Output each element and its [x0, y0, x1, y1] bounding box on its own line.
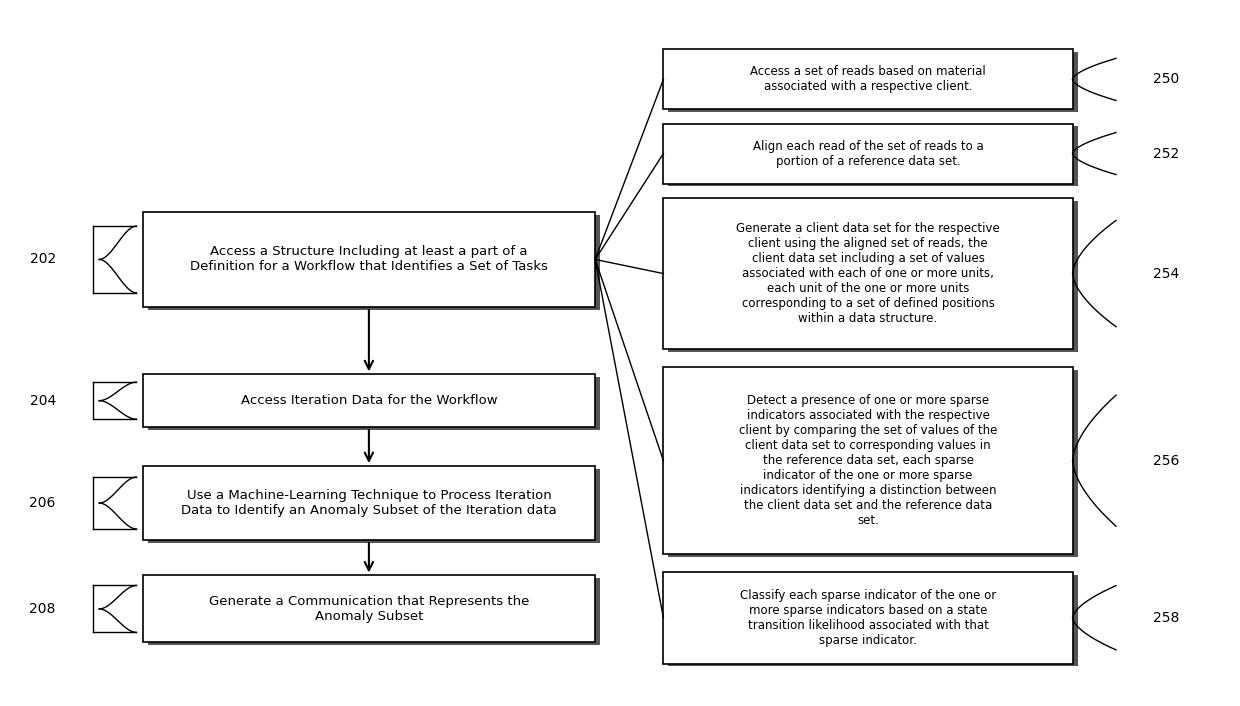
FancyBboxPatch shape — [663, 49, 1073, 109]
FancyBboxPatch shape — [668, 370, 1078, 557]
FancyBboxPatch shape — [148, 215, 600, 310]
FancyBboxPatch shape — [148, 578, 600, 645]
FancyBboxPatch shape — [143, 212, 595, 307]
Text: 258: 258 — [1153, 611, 1179, 625]
FancyBboxPatch shape — [663, 572, 1073, 664]
Text: 204: 204 — [30, 394, 56, 407]
FancyBboxPatch shape — [148, 377, 600, 430]
FancyBboxPatch shape — [663, 367, 1073, 554]
FancyBboxPatch shape — [663, 198, 1073, 349]
FancyBboxPatch shape — [143, 575, 595, 642]
FancyBboxPatch shape — [668, 201, 1078, 352]
Text: 252: 252 — [1153, 147, 1179, 160]
Text: Access Iteration Data for the Workflow: Access Iteration Data for the Workflow — [241, 394, 497, 407]
Text: 208: 208 — [30, 602, 56, 616]
Text: 254: 254 — [1153, 267, 1179, 280]
FancyBboxPatch shape — [663, 124, 1073, 184]
Text: Generate a client data set for the respective
client using the aligned set of re: Generate a client data set for the respe… — [737, 222, 999, 325]
Text: Generate a Communication that Represents the
Anomaly Subset: Generate a Communication that Represents… — [208, 595, 529, 623]
Text: Access a Structure Including at least a part of a
Definition for a Workflow that: Access a Structure Including at least a … — [190, 246, 548, 273]
FancyBboxPatch shape — [668, 575, 1078, 666]
Text: 256: 256 — [1153, 454, 1179, 467]
Text: 250: 250 — [1153, 73, 1179, 86]
FancyBboxPatch shape — [668, 126, 1078, 186]
FancyBboxPatch shape — [148, 469, 600, 543]
FancyBboxPatch shape — [668, 52, 1078, 112]
Text: Classify each sparse indicator of the one or
more sparse indicators based on a s: Classify each sparse indicator of the on… — [740, 589, 996, 647]
FancyBboxPatch shape — [143, 374, 595, 427]
Text: Use a Machine-Learning Technique to Process Iteration
Data to Identify an Anomal: Use a Machine-Learning Technique to Proc… — [181, 489, 557, 517]
FancyBboxPatch shape — [143, 466, 595, 540]
Text: Align each read of the set of reads to a
portion of a reference data set.: Align each read of the set of reads to a… — [753, 140, 983, 167]
Text: Access a set of reads based on material
associated with a respective client.: Access a set of reads based on material … — [750, 66, 986, 93]
Text: Detect a presence of one or more sparse
indicators associated with the respectiv: Detect a presence of one or more sparse … — [739, 394, 997, 527]
Text: 202: 202 — [30, 253, 56, 266]
Text: 206: 206 — [30, 496, 56, 510]
